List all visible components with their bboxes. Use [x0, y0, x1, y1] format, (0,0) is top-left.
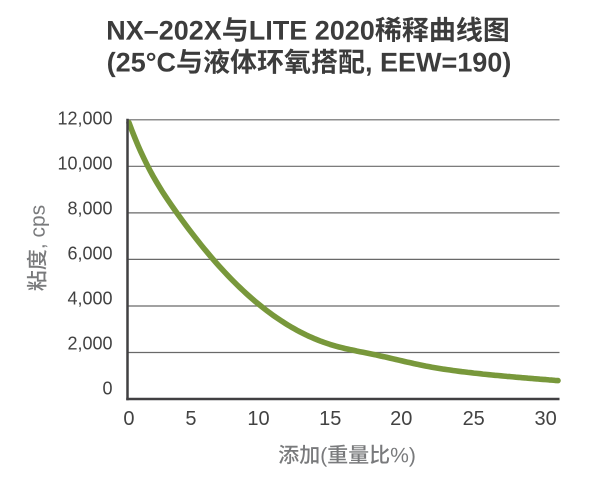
svg-text:12,000: 12,000	[57, 108, 112, 128]
svg-text:6,000: 6,000	[67, 244, 112, 264]
svg-text:30: 30	[534, 408, 556, 430]
svg-text:25: 25	[463, 408, 485, 430]
svg-text:10,000: 10,000	[57, 153, 112, 173]
svg-text:15: 15	[319, 408, 341, 430]
svg-text:5: 5	[185, 408, 196, 430]
svg-text:10: 10	[247, 408, 269, 430]
svg-text:0: 0	[123, 408, 134, 430]
svg-text:0: 0	[102, 379, 112, 399]
svg-text:4,000: 4,000	[67, 289, 112, 309]
svg-text:8,000: 8,000	[67, 199, 112, 219]
svg-text:2,000: 2,000	[67, 334, 112, 354]
svg-text:20: 20	[390, 408, 412, 430]
